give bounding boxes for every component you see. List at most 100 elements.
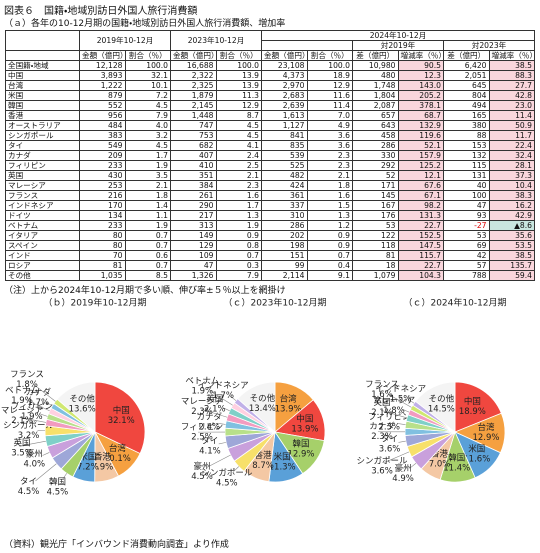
table-cell: 22.7	[397, 260, 444, 271]
table-cell: 482	[261, 170, 308, 181]
table-cell: 1,613	[261, 110, 308, 121]
leader-line	[35, 463, 57, 482]
row-label: ロシア	[5, 260, 80, 271]
table-cell: 22.7	[397, 220, 444, 231]
group-header: 2024年10-12月	[261, 30, 535, 41]
slice-label: フランス	[365, 380, 399, 390]
table-cell: 18.9	[306, 70, 353, 81]
blank-cell	[5, 50, 80, 61]
table-cell: 27.7	[488, 80, 535, 91]
leader-line	[218, 422, 226, 425]
slice-label: フィリピン	[11, 402, 53, 412]
table-cell: 2,325	[170, 80, 217, 91]
table-cell: 286	[352, 140, 399, 151]
row-label: イタリア	[5, 230, 80, 241]
table-cell: 1.6	[215, 190, 262, 201]
table-row: マレーシア 253 2.1 384 2.3 424 1.8 171 67.6 40 10.4	[5, 180, 535, 191]
slice-label: ベトナム	[5, 386, 39, 396]
table-cell: 351	[170, 170, 217, 181]
slice-value: 1.7%	[27, 398, 49, 408]
column-header: 増減率（％）	[397, 50, 444, 61]
pie-slice	[414, 381, 456, 433]
slice-value: 4.5%	[216, 478, 238, 488]
table-cell: 22.4	[488, 140, 535, 151]
table-cell: 93	[443, 210, 490, 221]
slice-label: タイ	[201, 436, 218, 446]
leader-line	[229, 395, 237, 401]
table-cell: 81	[352, 250, 399, 261]
slice-value: 1.5%	[390, 394, 412, 404]
row-label: 米国	[5, 90, 80, 101]
table-cell: 170	[79, 200, 126, 211]
group-header: 2019年10-12月	[79, 30, 171, 51]
leader-line	[206, 454, 231, 468]
table-cell: 11.6	[306, 90, 353, 101]
slice-value: 18.9%	[459, 407, 486, 417]
table-cell: 202	[261, 230, 308, 241]
table-cell: 0.9	[306, 230, 353, 241]
table-cell: 0.9	[306, 240, 353, 251]
group-header: 2023年10-12月	[170, 30, 262, 51]
table-row: 英国 430 3.5 351 2.1 482 2.1 52 12.1 131 37.3	[5, 170, 535, 181]
row-label: ドイツ	[5, 210, 80, 221]
leader-line	[233, 466, 240, 472]
table-cell: 38.5	[488, 250, 535, 261]
slice-value: 2.5%	[191, 433, 213, 443]
table-row: シンガポール 383 3.2 753 4.5 841 3.6 458 119.6 88 11.7	[5, 130, 535, 141]
table-row: 香港 956 7.9 1,448 8.7 1,613 7.0 657 68.7 165 11.4	[5, 110, 535, 121]
table-cell: 361	[261, 190, 308, 201]
slice-value: 11.6%	[463, 455, 490, 465]
table-row: カナダ 209 1.7 407 2.4 539 2.3 330 157.9 132 32.4	[5, 150, 535, 161]
table-cell: 4.5	[215, 130, 262, 141]
table-cell: 9.1	[306, 270, 353, 281]
table-cell: 131.3	[397, 210, 444, 221]
table-cell: 682	[170, 140, 217, 151]
table-cell: 100.0	[124, 60, 171, 71]
table-cell: -27	[443, 220, 490, 231]
slice-value: 2.3%	[378, 423, 400, 433]
table-cell: 157.9	[397, 150, 444, 161]
slice-value: 3.5%	[11, 448, 33, 458]
row-label: シンガポール	[5, 130, 80, 141]
table-cell: 804	[443, 90, 490, 101]
slice-label: 英国	[206, 393, 223, 404]
slice-label: 香港	[94, 452, 112, 463]
table-row: 台湾 1,222 10.1 2,325 13.9 2,970 12.9 1,748 143.0 6…	[5, 80, 535, 91]
slice-label: その他	[250, 393, 276, 404]
table-cell: 253	[79, 180, 126, 191]
table-cell: 286	[261, 220, 308, 231]
slice-value: 4.1%	[199, 446, 221, 456]
table-cell: 28.1	[488, 160, 535, 171]
slice-value: 13.6%	[69, 404, 96, 414]
pie-slice	[237, 381, 276, 433]
slice-value: 7.9%	[92, 463, 114, 473]
table-cell: 1,879	[170, 90, 217, 101]
table-row: インドネシア 170 1.4 290 1.7 337 1.5 167 98.2 47 16.2	[5, 200, 535, 211]
leader-line	[201, 408, 228, 418]
table-cell: 233	[79, 160, 126, 171]
data-table: 2019年10-12月 2023年10-12月 2024年10-12月 対201…	[5, 30, 535, 281]
table-row: ベトナム 233 1.9 313 1.9 286 1.2 53 22.7 -27 ▲8.6	[5, 220, 535, 231]
table-cell: 38.3	[488, 190, 535, 201]
table-cell: 1.1	[124, 210, 171, 221]
leader-line	[384, 451, 410, 463]
table-cell: 1,326	[170, 270, 217, 281]
slice-value: 1.9%	[11, 396, 33, 406]
table-cell: 88.3	[488, 70, 535, 81]
slice-value: 1.9%	[191, 387, 213, 397]
table-cell: 879	[79, 90, 126, 101]
slice-value: 2.3%	[371, 432, 393, 442]
slice-value: 2.4%	[198, 422, 220, 432]
table-cell: 3,893	[79, 70, 126, 81]
subgroup-header: 対2019年	[352, 40, 444, 51]
row-label: マレーシア	[5, 180, 80, 191]
table-cell: 32.4	[488, 150, 535, 161]
row-label: フランス	[5, 190, 80, 201]
slice-label: 米国	[468, 444, 485, 455]
table-cell: 1,448	[170, 110, 217, 121]
table-cell: 38.5	[488, 60, 535, 71]
table-cell: 135.7	[488, 260, 535, 271]
row-label: ベトナム	[5, 220, 80, 231]
slice-label: 英国	[373, 397, 390, 408]
